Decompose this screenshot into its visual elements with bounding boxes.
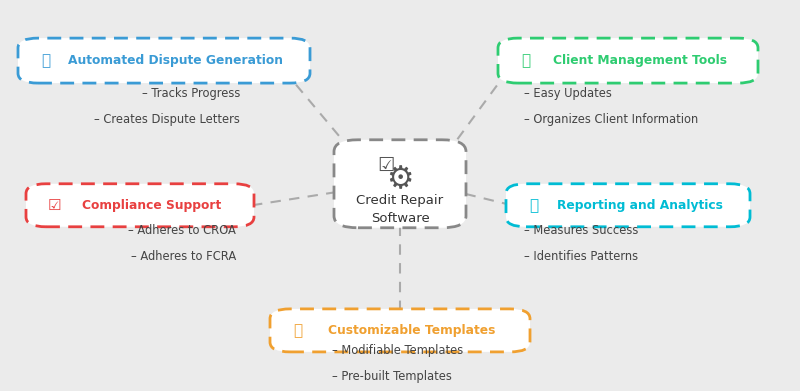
- Text: 📋: 📋: [522, 53, 530, 68]
- FancyBboxPatch shape: [18, 38, 310, 83]
- Text: ⚙: ⚙: [386, 165, 414, 194]
- Text: ☑: ☑: [47, 198, 61, 213]
- Text: ☑: ☑: [377, 156, 394, 174]
- Text: 🔨: 🔨: [294, 323, 302, 338]
- FancyBboxPatch shape: [334, 140, 466, 228]
- Text: – Adheres to FCRA: – Adheres to FCRA: [130, 249, 236, 263]
- Text: Credit Repair
Software: Credit Repair Software: [357, 194, 443, 225]
- Text: Compliance Support: Compliance Support: [82, 199, 222, 212]
- Text: Customizable Templates: Customizable Templates: [328, 324, 496, 337]
- FancyBboxPatch shape: [26, 184, 254, 227]
- FancyBboxPatch shape: [506, 184, 750, 227]
- Text: 💬: 💬: [42, 53, 50, 68]
- Text: – Measures Success: – Measures Success: [524, 224, 638, 237]
- Text: – Pre-built Templates: – Pre-built Templates: [332, 369, 452, 383]
- Text: Automated Dispute Generation: Automated Dispute Generation: [69, 54, 283, 67]
- Text: – Creates Dispute Letters: – Creates Dispute Letters: [94, 113, 240, 126]
- Text: – Easy Updates: – Easy Updates: [524, 87, 612, 100]
- Text: – Modifiable Templates: – Modifiable Templates: [332, 344, 463, 357]
- Text: – Organizes Client Information: – Organizes Client Information: [524, 113, 698, 126]
- FancyBboxPatch shape: [270, 309, 530, 352]
- Text: – Identifies Patterns: – Identifies Patterns: [524, 249, 638, 263]
- Text: Client Management Tools: Client Management Tools: [553, 54, 727, 67]
- Text: – Adheres to CROA: – Adheres to CROA: [128, 224, 236, 237]
- FancyBboxPatch shape: [498, 38, 758, 83]
- Text: 📈: 📈: [530, 198, 538, 213]
- Text: Reporting and Analytics: Reporting and Analytics: [557, 199, 723, 212]
- Text: – Tracks Progress: – Tracks Progress: [142, 87, 240, 100]
